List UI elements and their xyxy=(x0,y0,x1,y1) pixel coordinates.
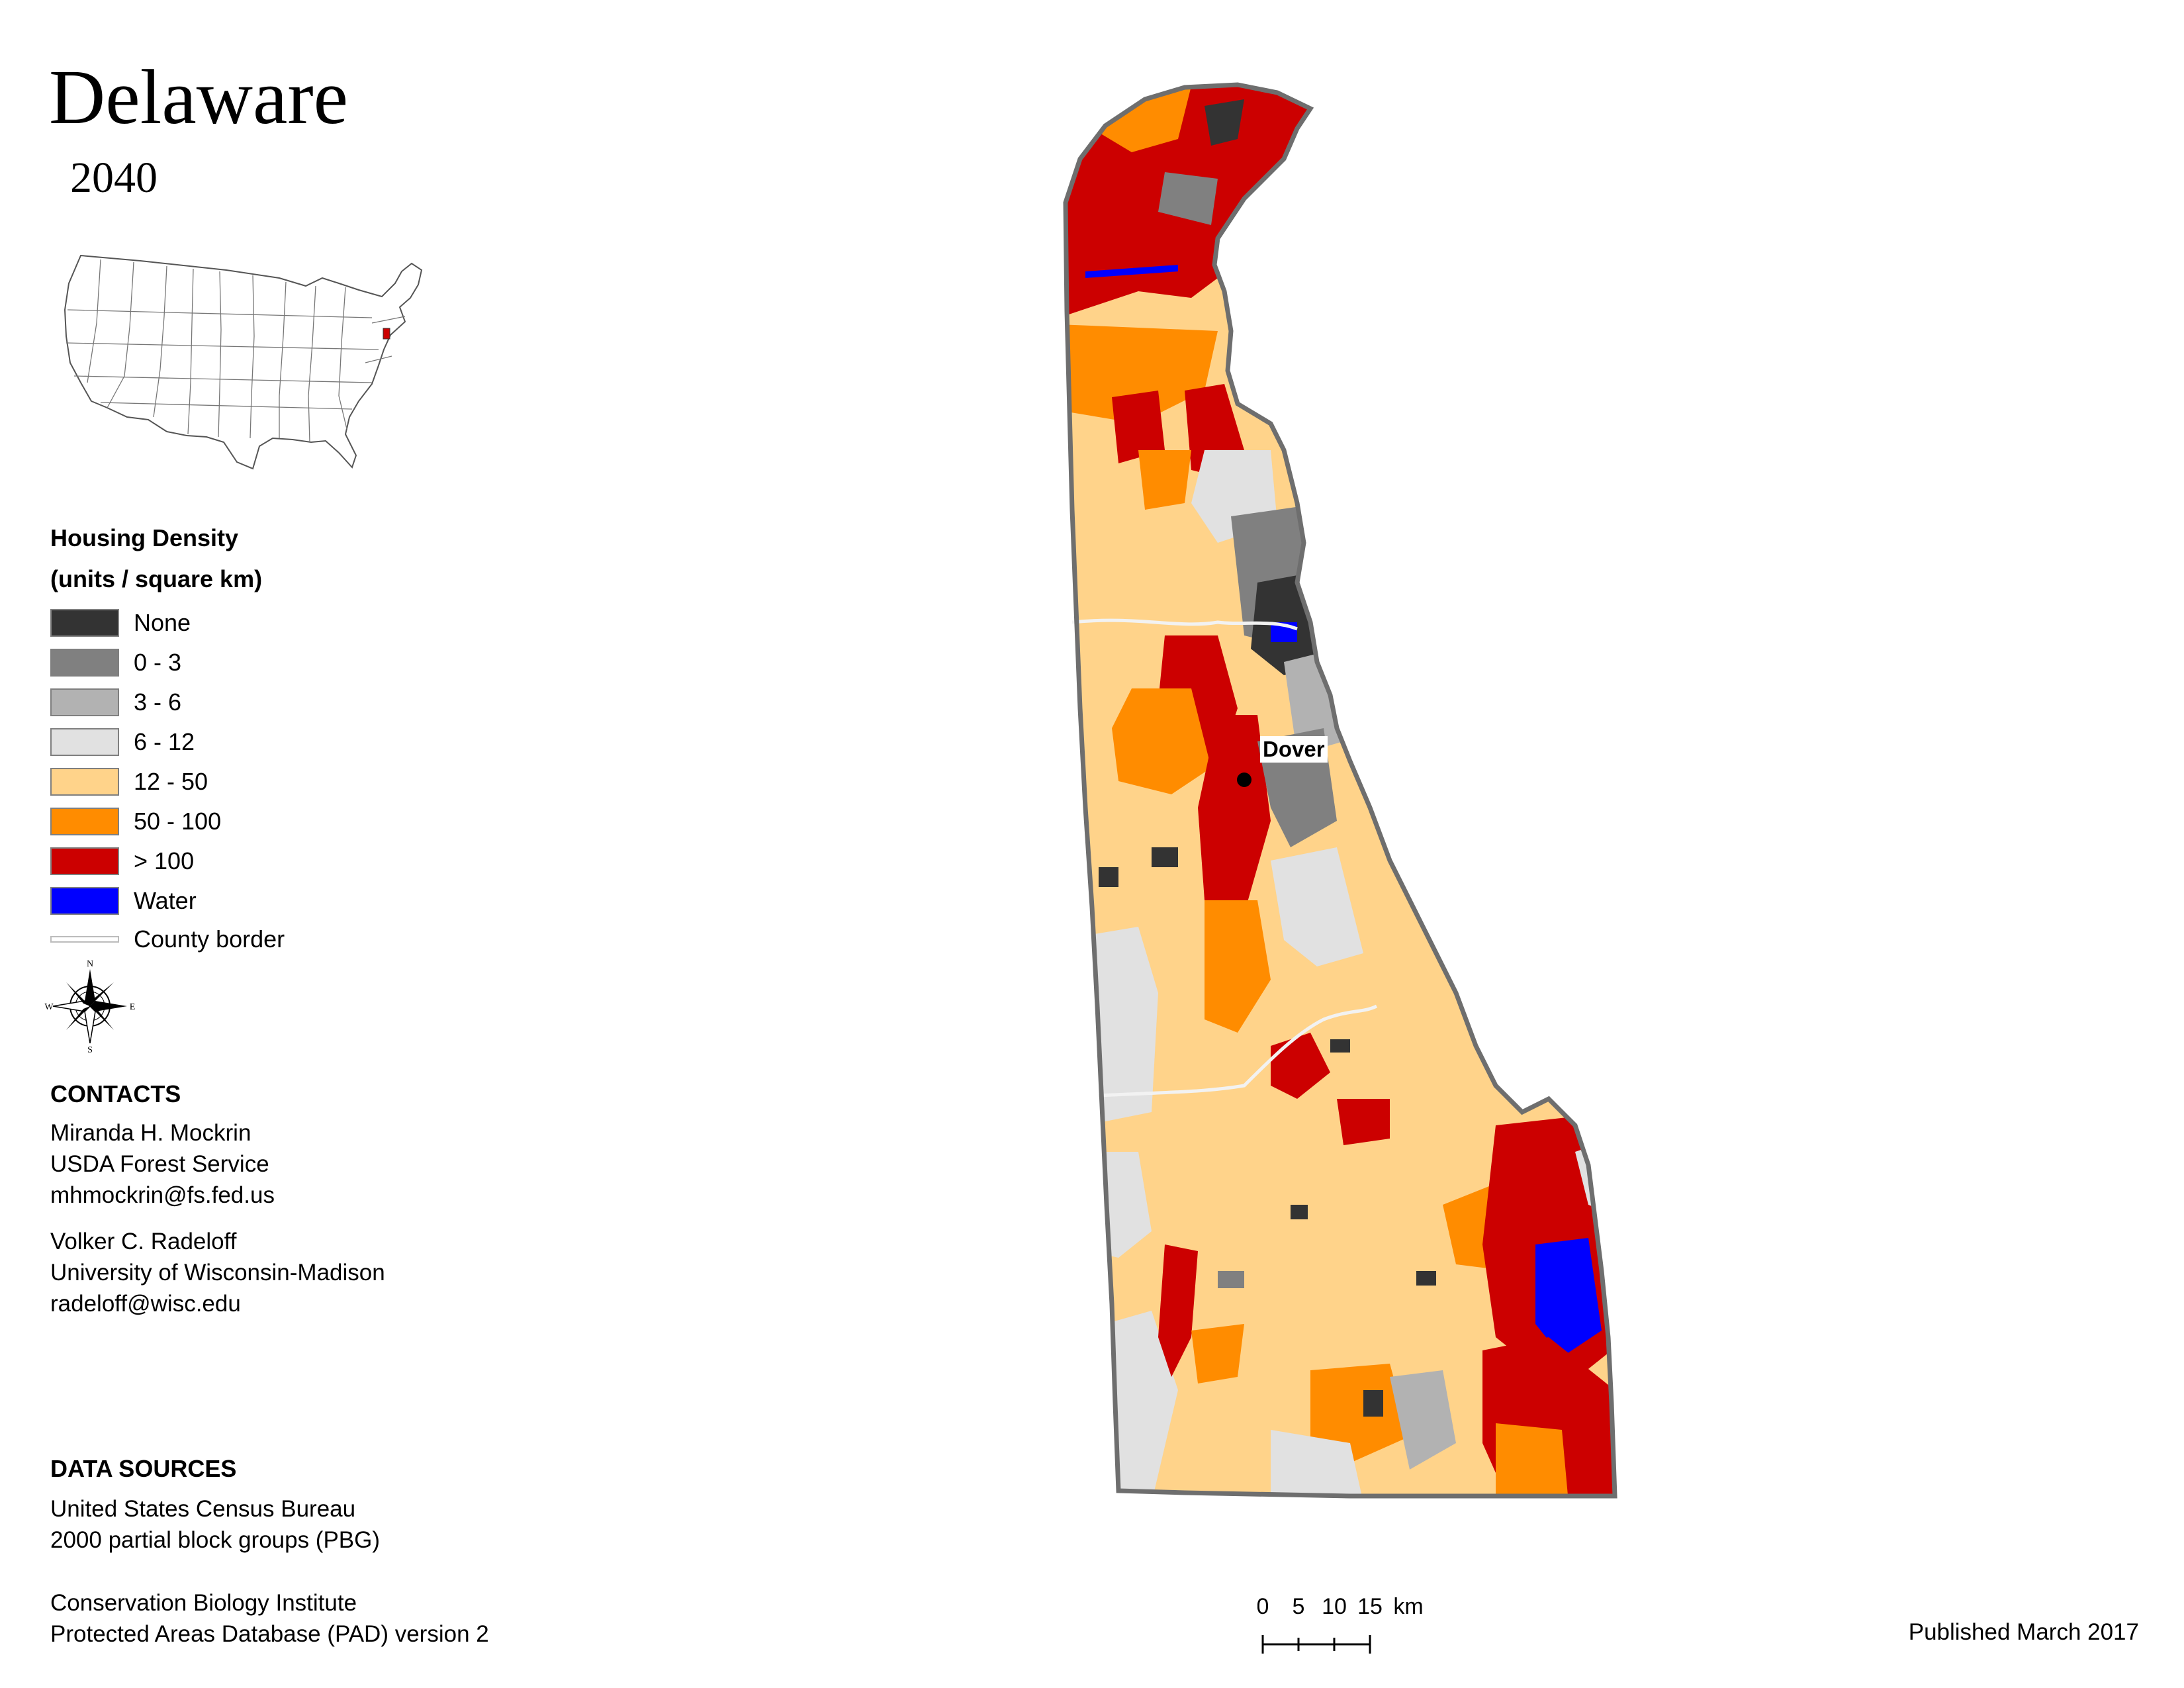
legend-swatch xyxy=(50,768,119,796)
county-border-swatch xyxy=(50,936,119,943)
contact-2-org: University of Wisconsin-Madison xyxy=(50,1260,385,1286)
legend-label: > 100 xyxy=(134,847,195,874)
scale-unit: km xyxy=(1393,1594,1423,1619)
scale-bar: 0 5 10 15 km xyxy=(1257,1594,1424,1654)
legend-title-line1: Housing Density xyxy=(50,524,239,551)
compass-rose-icon: N S E W xyxy=(44,960,136,1053)
legend-swatch xyxy=(50,847,119,875)
legend-item-6-12: 6 - 12 xyxy=(50,727,195,757)
scale-tick-10: 10 xyxy=(1322,1594,1347,1619)
legend-item-gt-100: > 100 xyxy=(50,846,194,876)
contact-1-email[interactable]: mhmockrin@fs.fed.us xyxy=(50,1182,275,1208)
scale-tick-0: 0 xyxy=(1257,1594,1269,1619)
compass-s: S xyxy=(87,1045,93,1053)
legend-swatch xyxy=(50,649,119,677)
data-source-1-line2: 2000 partial block groups (PBG) xyxy=(50,1527,381,1553)
contact-1-org: USDA Forest Service xyxy=(50,1151,269,1177)
legend-title: Housing Density (units / square km) xyxy=(50,518,262,600)
legend-item-50-100: 50 - 100 xyxy=(50,806,221,837)
published-date: Published March 2017 xyxy=(1908,1619,2139,1645)
legend-item-0-3: 0 - 3 xyxy=(50,647,181,678)
delaware-outline xyxy=(1063,82,1617,1499)
data-source-2-line2: Protected Areas Database (PAD) version 2 xyxy=(50,1621,489,1647)
compass-n: N xyxy=(87,960,93,969)
scale-tick-15: 15 xyxy=(1357,1594,1383,1619)
contact-1-name: Miranda H. Mockrin xyxy=(50,1120,251,1146)
compass-e: E xyxy=(130,1002,136,1012)
data-source-2-line1: Conservation Biology Institute xyxy=(50,1590,357,1616)
map-year: 2040 xyxy=(70,154,158,202)
legend-item-water: Water xyxy=(50,886,197,916)
legend-swatch xyxy=(50,688,119,716)
delaware-density-map xyxy=(1063,82,1617,1499)
map-title: Delaware xyxy=(49,54,349,140)
scale-tick-5: 5 xyxy=(1293,1594,1305,1619)
contact-2-email[interactable]: radeloff@wisc.edu xyxy=(50,1291,241,1317)
legend-label: Water xyxy=(134,887,197,914)
legend-label: 0 - 3 xyxy=(134,649,182,676)
contact-1: Miranda H. Mockrin USDA Forest Service m… xyxy=(50,1117,275,1211)
us-locator-map xyxy=(64,254,423,470)
legend-item-12-50: 12 - 50 xyxy=(50,767,208,797)
legend-item-none: None xyxy=(50,608,191,638)
legend-label: None xyxy=(134,609,191,636)
legend-item-county-border: County border xyxy=(50,924,285,955)
legend-swatch xyxy=(50,808,119,835)
legend-label: 6 - 12 xyxy=(134,728,195,755)
contact-2: Volker C. Radeloff University of Wiscons… xyxy=(50,1226,385,1319)
legend-title-line2: (units / square km) xyxy=(50,565,263,592)
data-source-1-line1: United States Census Bureau xyxy=(50,1496,356,1522)
legend-label: 12 - 50 xyxy=(134,768,208,795)
dover-city-marker[interactable] xyxy=(1237,773,1251,787)
data-source-1: United States Census Bureau 2000 partial… xyxy=(50,1493,380,1556)
contacts-title: CONTACTS xyxy=(50,1080,181,1107)
legend-swatch xyxy=(50,609,119,637)
data-source-2: Conservation Biology Institute Protected… xyxy=(50,1587,489,1650)
contact-2-name: Volker C. Radeloff xyxy=(50,1229,237,1254)
legend-swatch xyxy=(50,887,119,915)
legend-label: 50 - 100 xyxy=(134,808,222,835)
dover-city-label: Dover xyxy=(1260,736,1328,763)
legend-swatch xyxy=(50,728,119,756)
legend-label: 3 - 6 xyxy=(134,688,182,716)
compass-w: W xyxy=(44,1002,54,1012)
legend-item-3-6: 3 - 6 xyxy=(50,687,181,718)
legend-label: County border xyxy=(134,925,285,953)
data-sources-title: DATA SOURCES xyxy=(50,1455,237,1482)
